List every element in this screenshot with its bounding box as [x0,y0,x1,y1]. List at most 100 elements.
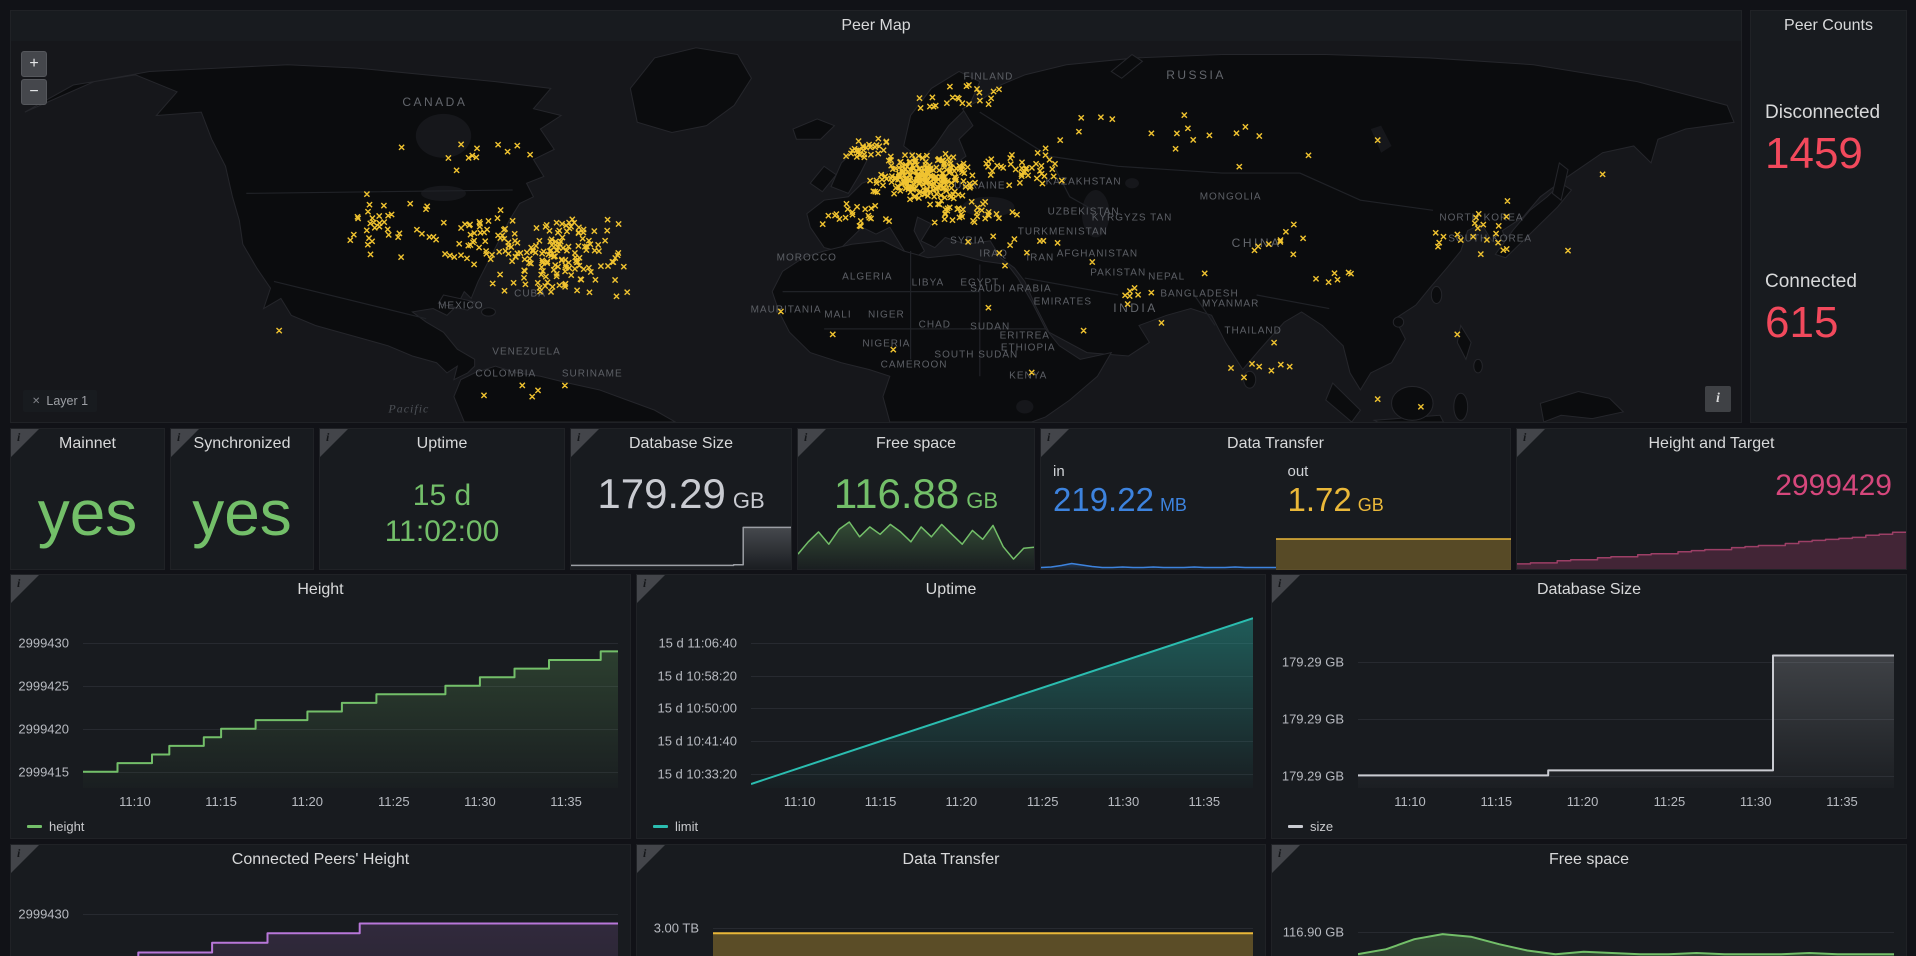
legend-marker [27,824,42,828]
x-tick: 11:35 [1188,794,1221,809]
database-size-chart-plot[interactable] [1358,611,1894,788]
peer-counts-body: Disconnected 1459 Connected 615 [1751,41,1906,422]
panel-title-free-space-chart[interactable]: Free space [1548,851,1630,868]
panel-database-size-chart: i Database Size 179.29 GB 179.29 GB 179.… [1271,574,1907,839]
panel-title-database-size-chart[interactable]: Database Size [1536,581,1642,598]
panel-info-icon[interactable]: i [320,429,348,457]
map-layer-label: Layer 1 [46,394,89,408]
panel-info-icon[interactable]: i [11,845,39,873]
chart-svg [1041,562,1276,570]
disconnected-stat: Disconnected 1459 [1765,102,1892,176]
panel-info-icon[interactable]: i [171,429,199,457]
peer-map-canvas[interactable]: RUSSIA CANADA FINLAND KAZAKHSTAN MONGOLIA UKR… [11,41,1741,422]
connected-value: 615 [1765,297,1839,347]
panel-connected-peers-height-chart: i Connected Peers' Height 2999430 299942… [10,844,631,956]
world-map-base [24,47,1735,422]
panel-title-uptime-stat[interactable]: Uptime [416,435,468,452]
x-tick: 11:35 [1826,794,1858,809]
panel-title-height-and-target[interactable]: Height and Target [1648,435,1775,452]
uptime-legend[interactable]: limit [637,814,1265,838]
panel-mainnet: i Mainnet yes [10,428,165,570]
map-zoom-out-button[interactable]: − [21,79,47,105]
x-tick: 11:15 [205,794,237,809]
y-tick: 179.29 GB [1281,768,1344,784]
panel-title-data-transfer-stat[interactable]: Data Transfer [1227,435,1324,452]
uptime-time: 11:02:00 [384,515,500,548]
panel-title-mainnet[interactable]: Mainnet [59,435,116,452]
y-tick: 2999430 [18,906,69,922]
panel-info-icon[interactable]: i [11,575,39,603]
data-transfer-in: in 219.22 MB [1041,459,1276,570]
panel-info-icon[interactable]: i [637,845,665,873]
panel-data-transfer-chart: i Data Transfer 3.00 TB [636,844,1266,956]
free-space-chart-plot[interactable] [1358,881,1894,956]
map-layer-chip[interactable]: ✕ Layer 1 [23,390,98,412]
x-tick: 11:30 [1107,794,1140,809]
data-transfer-y-axis: 3.00 TB [637,881,707,956]
panel-title-peer-counts[interactable]: Peer Counts [1784,17,1873,34]
panel-title-peer-map[interactable]: Peer Map [841,17,911,34]
uptime-value: 15 d 11:02:00 [385,478,500,550]
panel-info-icon[interactable]: i [798,429,826,457]
panel-title-data-transfer-chart[interactable]: Data Transfer [902,851,1000,868]
y-tick: 15 d 10:50:00 [657,700,737,716]
uptime-days: 15 d [412,479,472,512]
panel-info-icon[interactable]: i [1272,575,1300,603]
panel-info-icon[interactable]: i [11,429,39,457]
y-tick: 179.29 GB [1281,711,1344,727]
chart-svg [1517,531,1906,570]
panel-header-peer-map: Peer Map [11,11,1741,41]
panel-free-space-stat: i Free space 116.88 GB [797,428,1035,570]
panel-info-icon[interactable]: i [1041,429,1069,457]
disconnected-value: 1459 [1765,129,1863,179]
data-transfer-in-sparkline [1041,520,1276,570]
panel-title-free-space-stat[interactable]: Free space [875,435,957,452]
height-legend[interactable]: height [11,814,630,838]
peers-height-chart-plot[interactable] [83,881,618,956]
panel-info-icon[interactable]: i [1272,845,1300,873]
map-attribution-button[interactable]: i [1705,386,1731,412]
legend-label: height [49,818,85,834]
panel-title-synchronized[interactable]: Synchronized [193,435,291,452]
panel-title-database-size-stat[interactable]: Database Size [628,435,734,452]
data-transfer-in-label: in [1053,463,1065,480]
layer-remove-icon[interactable]: ✕ [32,395,41,407]
x-tick: 11:35 [550,794,582,809]
x-tick: 11:20 [1566,794,1599,809]
panel-title-uptime-chart[interactable]: Uptime [925,581,977,598]
y-tick: 2999425 [18,678,69,694]
database-size-legend[interactable]: size [1272,814,1906,838]
gridline [1358,931,1894,933]
panel-info-icon[interactable]: i [571,429,599,457]
database-size-value: 179.29 GB [597,470,765,517]
peers-height-y-axis: 2999430 2999425 [11,881,77,956]
map-zoom-in-button[interactable]: + [21,51,47,77]
uptime-chart-plot[interactable] [751,611,1253,788]
height-chart-plot[interactable] [83,611,618,788]
free-space-y-axis: 116.90 GB [1272,881,1352,956]
panel-info-icon[interactable]: i [1517,429,1545,457]
x-tick: 11:25 [378,794,410,809]
free-space-value: 116.88 GB [833,470,999,517]
panel-data-transfer-stat: i Data Transfer in 219.22 MB out 1.72 GB [1040,428,1511,570]
peer-markers-layer [276,81,1606,410]
gridline [83,914,618,916]
data-transfer-chart-plot[interactable] [713,881,1253,956]
y-tick: 3.00 TB [653,920,699,936]
x-tick: 11:10 [1394,794,1426,809]
x-tick: 11:25 [1026,794,1059,809]
y-tick: 2999415 [18,764,69,780]
height-and-target-sparkline [1517,518,1906,570]
panel-info-icon[interactable]: i [637,575,665,603]
panel-height-chart: i Height 2999430 2999425 2999420 2999415… [10,574,631,839]
x-tick: 11:15 [1480,794,1513,809]
chart-svg [751,617,1253,788]
data-transfer-in-value: 219.22 MB [1053,481,1187,518]
legend-marker [653,824,668,828]
panel-title-connected-peers-height[interactable]: Connected Peers' Height [231,851,410,868]
panel-title-height-chart[interactable]: Height [297,581,344,598]
x-tick: 11:15 [864,794,897,809]
peer-markers [276,81,1606,410]
gridline [83,642,618,644]
y-tick: 15 d 10:41:40 [657,733,737,749]
